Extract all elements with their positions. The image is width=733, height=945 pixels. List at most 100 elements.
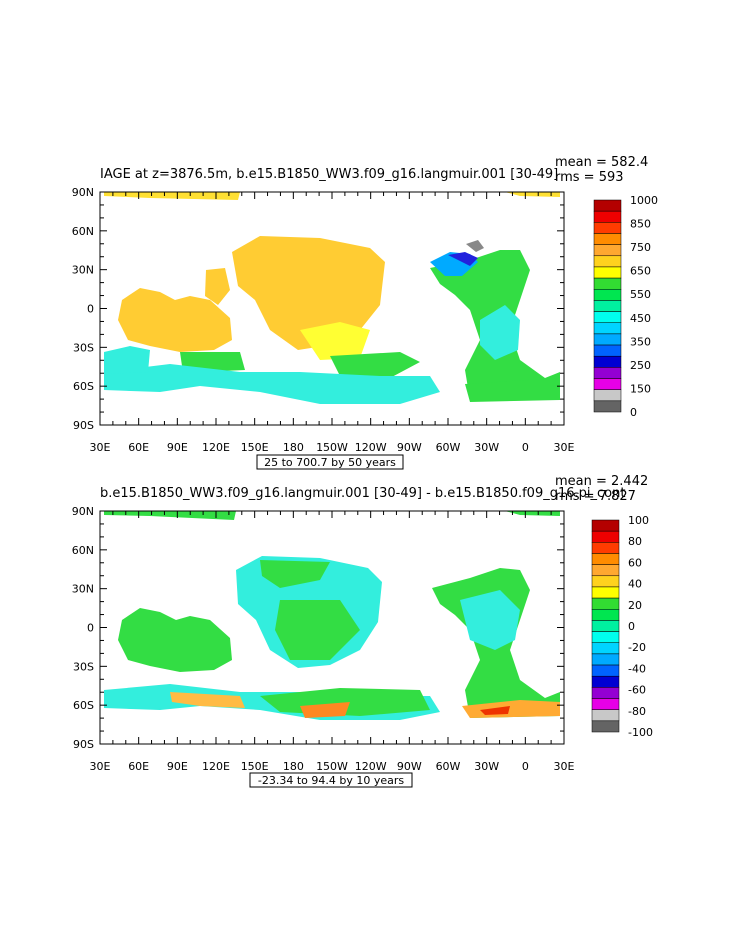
southern-atlantic-green bbox=[465, 378, 560, 402]
x-tick-label: 120E bbox=[202, 760, 230, 773]
mean-label: mean = 582.4 bbox=[555, 155, 648, 170]
x-tick-label: 60E bbox=[128, 441, 149, 454]
colorbar-label: 450 bbox=[630, 312, 651, 325]
mean-label: mean = 2.442 bbox=[555, 474, 648, 489]
y-tick-label: 90S bbox=[73, 419, 94, 432]
colorbar-swatch bbox=[593, 322, 622, 335]
y-tick-label: 60S bbox=[73, 699, 94, 712]
colorbar-swatch bbox=[593, 266, 622, 279]
x-tick-label: 150W bbox=[316, 441, 348, 454]
colorbar-swatch bbox=[593, 400, 622, 413]
colorbar-label: 1000 bbox=[630, 194, 658, 207]
colorbar: 100 80 60 40 20 0 -20 -40 -60 -80 -100 bbox=[591, 514, 653, 739]
colorbar-label: -100 bbox=[628, 726, 653, 739]
colorbar-label: 60 bbox=[628, 556, 642, 569]
y-axis: 90N 60N 30N 0 30S 60S 90S bbox=[72, 505, 564, 751]
colorbar-swatch bbox=[593, 222, 622, 234]
x-tick-label: 150E bbox=[241, 760, 269, 773]
y-axis: 90N 60N 30N 0 30S 60S 90S bbox=[72, 186, 564, 432]
colorbar-swatch bbox=[591, 631, 620, 643]
colorbar-swatch bbox=[591, 586, 620, 599]
colorbar-swatch bbox=[591, 564, 620, 577]
colorbar-label: 850 bbox=[630, 218, 651, 231]
colorbar-swatch bbox=[591, 709, 620, 722]
atlantic-cyan bbox=[460, 590, 520, 650]
x-tick-label: 30E bbox=[90, 441, 111, 454]
colorbar-label: 550 bbox=[630, 288, 651, 301]
colorbar-swatch bbox=[593, 311, 622, 323]
indian-field bbox=[118, 608, 232, 672]
colorbar-swatch bbox=[593, 378, 622, 390]
colorbar-label: 100 bbox=[628, 514, 649, 527]
x-tick-label: 30E bbox=[554, 441, 575, 454]
colorbar-swatch bbox=[591, 530, 620, 543]
pacific-field bbox=[232, 236, 385, 350]
colorbar-label: 40 bbox=[628, 578, 642, 591]
x-tick-label: 0 bbox=[522, 441, 529, 454]
colorbar-swatch bbox=[591, 609, 620, 621]
rms-label: rms = 593 bbox=[555, 170, 624, 185]
contour-info-box bbox=[256, 454, 404, 470]
panel-iage: IAGE at z=3876.5m, b.e15.B1850_WW3.f09_g… bbox=[72, 155, 658, 470]
y-tick-label: 60N bbox=[72, 225, 94, 238]
colorbar-swatch bbox=[593, 233, 622, 245]
y-tick-label: 30N bbox=[72, 264, 94, 277]
colorbar-label: 350 bbox=[630, 335, 651, 348]
colorbar-swatch bbox=[591, 720, 620, 733]
colorbar-swatch bbox=[591, 519, 620, 532]
x-tick-label: 60W bbox=[436, 441, 461, 454]
indian-field bbox=[118, 288, 232, 352]
colorbar-label: -20 bbox=[628, 641, 646, 654]
arctic-field-east bbox=[505, 511, 560, 516]
x-tick-label: 30W bbox=[474, 760, 499, 773]
panel-title: IAGE at z=3876.5m, b.e15.B1850_WW3.f09_g… bbox=[100, 167, 558, 182]
anomaly-pacific bbox=[300, 702, 350, 718]
panel-title: b.e15.B1850_WW3.f09_g16.langmuir.001 [30… bbox=[100, 486, 625, 501]
equatorial-green bbox=[275, 600, 360, 660]
contour-info: -23.34 to 94.4 by 10 years bbox=[258, 774, 405, 787]
x-tick-label: 180 bbox=[283, 441, 304, 454]
colorbar-swatch bbox=[593, 300, 622, 312]
panel-diff: b.e15.B1850_WW3.f09_g16.langmuir.001 [30… bbox=[72, 474, 653, 788]
colorbar-swatch bbox=[593, 289, 622, 301]
colorbar-swatch bbox=[593, 199, 622, 212]
x-tick-label: 120E bbox=[202, 441, 230, 454]
south-pacific-green bbox=[330, 352, 420, 378]
y-tick-label: 0 bbox=[87, 622, 94, 635]
colorbar-swatch bbox=[593, 344, 622, 357]
y-tick-label: 90N bbox=[72, 186, 94, 199]
colorbar-label: 250 bbox=[630, 359, 651, 372]
anomaly-indian bbox=[170, 692, 245, 708]
colorbar-swatch bbox=[591, 553, 620, 565]
x-tick-label: 180 bbox=[283, 760, 304, 773]
map-field bbox=[104, 511, 560, 720]
x-tick-label: 90E bbox=[167, 441, 188, 454]
colorbar-label: 80 bbox=[628, 535, 642, 548]
y-tick-label: 0 bbox=[87, 303, 94, 316]
x-axis: 30E 60E 90E 120E 150E 180 150W 120W 90W 60W 30W 0 30… bbox=[90, 192, 575, 454]
colorbar-swatch bbox=[593, 255, 622, 268]
greenland-gray bbox=[466, 240, 484, 252]
atlantic-cyan bbox=[480, 305, 520, 360]
x-tick-label: 150W bbox=[316, 760, 348, 773]
x-tick-label: 30E bbox=[90, 760, 111, 773]
y-tick-label: 90S bbox=[73, 738, 94, 751]
colorbar-swatch bbox=[591, 542, 620, 554]
colorbar-label: 0 bbox=[630, 406, 637, 419]
colorbar-swatch bbox=[591, 664, 620, 677]
colorbar-swatch bbox=[591, 698, 620, 710]
contour-info: 25 to 700.7 by 50 years bbox=[264, 456, 396, 469]
colorbar-label: 150 bbox=[630, 382, 651, 395]
southern-cyan bbox=[104, 364, 440, 404]
colorbar-label: 0 bbox=[628, 620, 635, 633]
x-tick-label: 30E bbox=[554, 760, 575, 773]
colorbar-label: 20 bbox=[628, 599, 642, 612]
colorbar-swatch bbox=[593, 355, 622, 368]
x-tick-label: 0 bbox=[522, 760, 529, 773]
colorbar-swatch bbox=[593, 367, 622, 379]
colorbar-swatch bbox=[593, 277, 622, 290]
colorbar-swatch bbox=[591, 575, 620, 588]
arctic-field bbox=[104, 192, 240, 200]
y-tick-label: 60S bbox=[73, 380, 94, 393]
